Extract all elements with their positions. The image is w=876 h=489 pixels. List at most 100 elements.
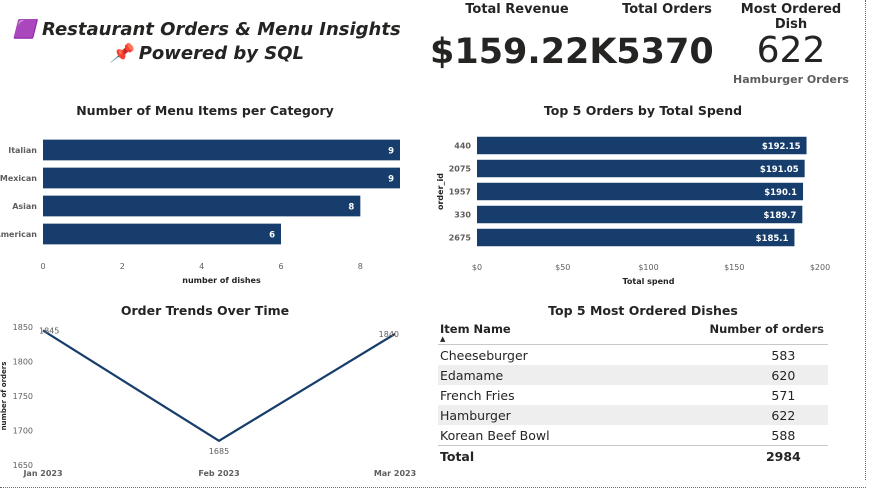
kpi-dish-label: Most Ordered Dish bbox=[740, 2, 842, 32]
y-tick-label: 1650 bbox=[13, 461, 33, 470]
order-trend-line-chart[interactable]: 1845 Jan 2023 1685 Feb 2023 1840 Mar 2023 1650… bbox=[0, 323, 416, 478]
x-axis-title: Total spend bbox=[623, 277, 675, 286]
report-title: 🟪 Restaurant Orders & Menu Insights 📌 Po… bbox=[0, 18, 414, 66]
category-chart-title: Number of Menu Items per Category bbox=[76, 103, 334, 118]
x-tick-label: Feb 2023 bbox=[198, 469, 239, 478]
title-text: Restaurant Orders & Menu Insights bbox=[42, 19, 401, 40]
total-label: Total bbox=[438, 445, 581, 467]
table-row[interactable]: French Fries 571 bbox=[438, 385, 828, 405]
category-label: 1957 bbox=[449, 188, 471, 197]
sort-ascending-icon: ▲ bbox=[440, 335, 446, 343]
menu-icon: 🟪 bbox=[13, 19, 36, 40]
bar-asian[interactable] bbox=[43, 195, 361, 217]
order-count-cell: 622 bbox=[580, 405, 828, 425]
table-header-row: Item Name ▲ Number of orders bbox=[438, 320, 828, 345]
page-edge-bottom bbox=[0, 487, 866, 488]
col-item-name[interactable]: Item Name ▲ bbox=[438, 320, 581, 345]
y-tick-label: 1800 bbox=[13, 358, 33, 367]
order-trend-line[interactable] bbox=[42, 329, 396, 443]
title-line-1: 🟪 Restaurant Orders & Menu Insights bbox=[0, 18, 414, 42]
x-tick-label: 2 bbox=[120, 262, 125, 271]
table-row[interactable]: Cheeseburger 583 bbox=[438, 345, 828, 366]
category-label: American bbox=[0, 230, 37, 239]
item-name-cell: French Fries bbox=[440, 387, 515, 403]
bar-mexican[interactable] bbox=[43, 167, 400, 189]
order-count-cell: 583 bbox=[771, 347, 796, 363]
total-value: 2984 bbox=[580, 445, 828, 467]
y-tick-label: 1700 bbox=[13, 427, 33, 436]
point-data-label: 1845 bbox=[39, 326, 59, 335]
point-data-label: 1840 bbox=[379, 330, 399, 339]
col-number-of-orders[interactable]: Number of orders bbox=[580, 320, 828, 345]
category-bar-chart[interactable]: Italian 9 Mexican 9 Asian 8 American 6 0 2 4 6 8 numb… bbox=[0, 139, 400, 285]
bar-data-label: $185.1 bbox=[756, 234, 789, 244]
y-axis-title: order_id bbox=[436, 173, 445, 210]
item-name-cell: Korean Beef Bowl bbox=[440, 427, 550, 443]
page-edge-right bbox=[865, 0, 866, 480]
bar-data-label: 6 bbox=[269, 231, 275, 241]
category-label: Asian bbox=[12, 202, 37, 211]
spend-chart-title: Top 5 Orders by Total Spend bbox=[543, 103, 743, 118]
order-count-cell: 571 bbox=[771, 387, 796, 403]
table-row[interactable]: Hamburger 622 bbox=[438, 405, 828, 425]
category-label: 440 bbox=[454, 142, 471, 151]
category-label: 2075 bbox=[449, 165, 472, 174]
title-line-2: 📌 Powered by SQL bbox=[0, 42, 414, 66]
y-tick-label: 1750 bbox=[13, 392, 33, 401]
order-count-cell: 588 bbox=[771, 427, 796, 443]
kpi-revenue-value: $159.22K bbox=[430, 32, 617, 72]
table-row[interactable]: Edamame 620 bbox=[438, 365, 828, 385]
x-tick-label: 0 bbox=[40, 262, 45, 271]
x-tick-label: $200 bbox=[810, 263, 830, 272]
kpi-dish-value: 622 bbox=[756, 30, 826, 71]
category-label: 330 bbox=[454, 211, 471, 220]
x-tick-label: $100 bbox=[638, 263, 658, 272]
bar-data-label: 9 bbox=[388, 175, 394, 185]
x-tick-label: 8 bbox=[358, 262, 363, 271]
x-tick-label: Mar 2023 bbox=[374, 469, 416, 478]
spend-bar-chart[interactable]: 440 $192.15 2075 $191.05 1957 $190.1 330 $189.7… bbox=[436, 136, 830, 286]
bar-data-label: 8 bbox=[348, 203, 354, 213]
bar-data-label: 9 bbox=[388, 147, 394, 157]
category-label: Italian bbox=[8, 146, 37, 155]
x-tick-label: 4 bbox=[199, 262, 204, 271]
bar-330[interactable] bbox=[477, 205, 803, 224]
subtitle-text: Powered by SQL bbox=[138, 43, 304, 64]
y-axis-title: number of orders bbox=[0, 362, 8, 431]
bar-1957[interactable] bbox=[477, 182, 804, 201]
y-tick-label: 1850 bbox=[13, 323, 33, 332]
category-label: Mexican bbox=[0, 174, 37, 183]
x-tick-label: $50 bbox=[555, 263, 570, 272]
x-tick-label: 6 bbox=[278, 262, 283, 271]
category-label: 2675 bbox=[449, 234, 472, 243]
bar-440[interactable] bbox=[477, 136, 807, 155]
x-tick-label: $150 bbox=[724, 263, 744, 272]
bar-data-label: $189.7 bbox=[764, 211, 797, 221]
x-axis-title: number of dishes bbox=[182, 276, 261, 285]
x-tick-label: $0 bbox=[472, 263, 482, 272]
kpi-orders-value: 5370 bbox=[616, 32, 714, 72]
point-data-label: 1685 bbox=[209, 447, 229, 456]
pin-icon: 📌 bbox=[110, 43, 133, 64]
item-name-cell: Cheeseburger bbox=[440, 347, 528, 363]
item-name-cell: Hamburger bbox=[438, 405, 581, 425]
order-count-cell: 620 bbox=[580, 365, 828, 385]
bar-data-label: $190.1 bbox=[764, 188, 797, 198]
item-name-cell: Edamame bbox=[438, 365, 581, 385]
bar-2675[interactable] bbox=[477, 228, 795, 247]
dishes-table-title: Top 5 Most Ordered Dishes bbox=[548, 303, 738, 318]
kpi-revenue-label: Total Revenue bbox=[465, 2, 569, 17]
x-tick-label: Jan 2023 bbox=[22, 469, 62, 478]
bar-data-label: $191.05 bbox=[760, 165, 799, 175]
bar-italian[interactable] bbox=[43, 139, 400, 161]
bar-2075[interactable] bbox=[477, 159, 805, 178]
kpi-dish-sub: Hamburger Orders bbox=[733, 73, 849, 86]
table-total-row: Total 2984 bbox=[438, 445, 828, 467]
top-dishes-table: Item Name ▲ Number of orders Cheeseburge… bbox=[438, 320, 828, 467]
trend-chart-title: Order Trends Over Time bbox=[120, 303, 290, 318]
bar-american[interactable] bbox=[43, 223, 281, 245]
kpi-orders-label: Total Orders bbox=[622, 2, 712, 17]
table-row[interactable]: Korean Beef Bowl 588 bbox=[438, 425, 828, 446]
bar-data-label: $192.15 bbox=[762, 142, 801, 152]
